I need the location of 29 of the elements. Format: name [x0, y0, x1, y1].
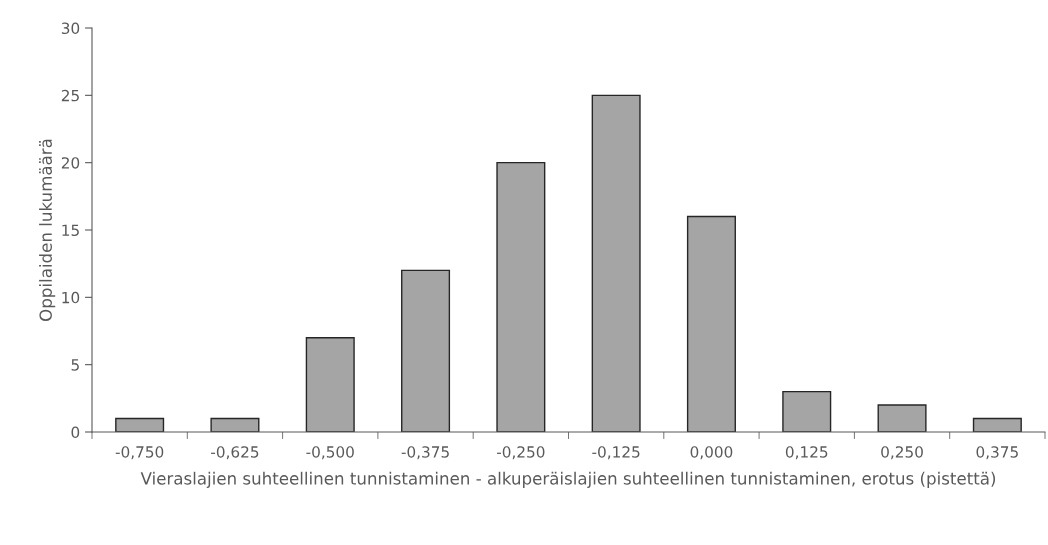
- y-axis-title: Oppilaiden lukumäärä: [39, 139, 56, 321]
- bar: [305, 337, 355, 432]
- bar: [686, 215, 736, 432]
- y-tick-label: 20: [61, 157, 80, 169]
- y-tick-label: 0: [71, 426, 80, 439]
- x-axis-title: Vieraslajien suhteellinen tunnistaminen - alkuperäislajien suhteellinen tunnistaminen, erotus (pistettä): [140, 471, 996, 488]
- y-tick-label: 25: [61, 89, 79, 102]
- bar: [401, 269, 451, 432]
- bar: [972, 417, 1022, 432]
- y-tick-label: 30: [61, 22, 80, 35]
- bar: [210, 417, 260, 432]
- x-tick-label: 0,250: [881, 446, 923, 460]
- y-tick-label: 5: [71, 359, 79, 371]
- bar: [115, 417, 165, 432]
- bar: [877, 404, 927, 432]
- y-tick-label: 10: [62, 291, 80, 304]
- bar: [782, 390, 832, 432]
- x-tick-label: -0,625: [211, 446, 259, 460]
- x-tick-label: 0,000: [690, 446, 733, 460]
- bar: [496, 161, 546, 432]
- x-tick-label: 0,375: [976, 446, 1018, 460]
- bar: [591, 94, 641, 432]
- x-tick-label: -0,500: [306, 446, 354, 460]
- x-tick-label: -0,250: [496, 446, 545, 460]
- y-tick-label: 15: [62, 224, 79, 237]
- x-tick-label: -0,375: [401, 446, 449, 460]
- x-tick-label: -0,125: [592, 446, 640, 460]
- x-tick-label: 0,125: [785, 446, 828, 460]
- x-tick-label: -0,750: [115, 446, 164, 460]
